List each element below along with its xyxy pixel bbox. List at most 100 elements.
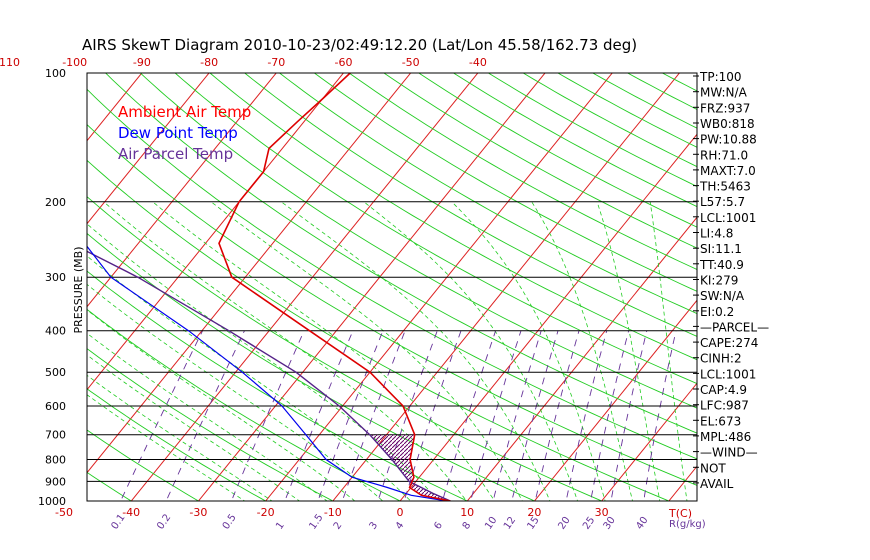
mixing-ratio-label: 20	[556, 515, 572, 532]
isotherm-line	[87, 73, 412, 474]
moist-adiabat-line	[281, 201, 551, 501]
moist-adiabat-line	[649, 201, 688, 501]
mixing-ratio-line	[511, 330, 559, 501]
top-temp-tick-label: -40	[469, 56, 487, 69]
mixing-ratio-label: 4	[394, 520, 407, 532]
moist-adiabat-line	[531, 201, 633, 501]
bottom-temp-tick-label: -40	[122, 506, 140, 519]
isotherm-line	[668, 465, 697, 501]
mixing-ratio-label: 3	[368, 520, 381, 532]
profile-lines	[87, 73, 451, 501]
mixing-ratio-line	[377, 330, 438, 501]
dry-adiabat-line	[174, 73, 697, 385]
dry-adiabat-line	[104, 73, 697, 434]
bottom-temp-tick-label: 10	[460, 506, 474, 519]
bottom-temp-unit: T(C)	[668, 507, 692, 520]
dry-adiabat-line	[0, 57, 78, 510]
moist-adiabat-line	[87, 332, 328, 501]
chart-title: AIRS SkewT Diagram 2010-10-23/02:49:12.2…	[82, 36, 637, 54]
bottom-temp-tick-label: -10	[324, 506, 342, 519]
stability-index-item: PW:10.88	[700, 133, 757, 147]
pressure-tick-label: 800	[45, 454, 66, 467]
y-axis-label: PRESSURE (MB)	[72, 247, 85, 334]
stability-index-item: LI:4.8	[700, 227, 733, 241]
top-temp-tick-label: -60	[335, 56, 353, 69]
cape-area	[369, 434, 451, 501]
stability-index-item: —PARCEL—	[700, 320, 769, 334]
bottom-temp-tick-label: -50	[55, 506, 73, 519]
stability-index-item: TH:5463	[699, 180, 751, 194]
top-temp-tick-label: -100	[62, 56, 87, 69]
bottom-temp-tick-label: -30	[189, 506, 207, 519]
stability-index-item: SW:N/A	[700, 289, 745, 303]
moist-adiabat-line	[363, 201, 579, 501]
stability-index-item: CAP:4.9	[700, 383, 747, 397]
mixing-ratio-label: 1	[274, 520, 287, 532]
moist-adiabat-line	[87, 374, 273, 501]
mixing-ratio-label: 0.2	[155, 512, 173, 531]
cape-hatch-area	[369, 434, 451, 501]
moist-adiabat-line	[87, 394, 246, 501]
pressure-tick-label: 500	[45, 366, 66, 379]
pressure-tick-label: 400	[45, 325, 66, 338]
mixing-ratio-label: 12	[502, 515, 518, 532]
stability-index-item: MAXT:7.0	[700, 164, 756, 178]
legend-ambient-air-temp: Ambient Air Temp	[118, 103, 251, 121]
stability-index-item: KI:279	[700, 274, 738, 288]
dry-adiabat-line	[383, 73, 697, 249]
stability-index-item: EI:0.2	[700, 305, 734, 319]
stability-index-item: FRZ:937	[700, 101, 750, 115]
top-temp-tick-label: -50	[402, 56, 420, 69]
isotherm-line	[87, 73, 277, 308]
pressure-ticks: 100 200 300 400 500 600 700 800 900 1000	[38, 67, 66, 508]
pressure-tick-label: 600	[45, 400, 66, 413]
pressure-tick-label: 200	[45, 196, 66, 209]
isotherm-line	[130, 73, 479, 501]
mixing-ratio-label: 0.5	[221, 512, 239, 531]
mixing-ratio-line	[590, 330, 630, 501]
mixing-ratio-line	[565, 330, 608, 501]
stability-index-item: AVAIL	[700, 477, 734, 491]
bottom-temp-tick-label: 0	[397, 506, 404, 519]
moist-adiabat-line	[87, 309, 356, 501]
stability-index-item: LCL:1001	[700, 211, 756, 225]
mixing-ratio-line	[284, 330, 354, 501]
stability-index-item: WB0:818	[700, 117, 755, 131]
bottom-temp-tick-label: -20	[257, 506, 275, 519]
dew-point-temp-line	[87, 245, 448, 501]
pressure-tick-label: 700	[45, 429, 66, 442]
top-temp-tick-label: -80	[200, 56, 218, 69]
pressure-tick-label: 900	[45, 475, 66, 488]
isotherm-line	[0, 53, 23, 510]
dry-adiabat-line	[452, 73, 697, 208]
stability-index-item: CAPE:274	[700, 336, 758, 350]
top-temp-tick-label: -90	[133, 56, 151, 69]
bottom-temp-ticks: -50 -40 -30 -20 -10 0 10 20 30	[55, 506, 609, 519]
moist-adiabat-line	[152, 201, 495, 501]
isotherm-line	[87, 73, 143, 142]
isotherm-line	[87, 73, 345, 391]
moist-adiabat-line	[87, 223, 440, 501]
mixing-ratio-label: 10	[483, 515, 499, 532]
mixing-ratio-line	[120, 330, 204, 501]
stability-index-item: LFC:987	[700, 399, 749, 413]
pressure-tick-label: 1000	[38, 495, 66, 508]
dry-adiabat-line	[313, 73, 697, 292]
isotherm-line	[197, 73, 546, 501]
stability-index-item: MPL:486	[700, 430, 751, 444]
mixing-ratio-unit: R(g/kg)	[669, 519, 706, 530]
plot-frame	[86, 72, 698, 502]
dry-adiabat-line	[487, 73, 697, 187]
stability-index-item: SI:11.1	[700, 242, 742, 256]
legend: Ambient Air Temp Dew Point Temp Air Parc…	[118, 103, 251, 163]
dry-adiabat-line	[348, 73, 697, 270]
isotherm-line	[332, 73, 681, 501]
dry-adiabat-line	[278, 73, 697, 315]
top-temp-tick-label: -110	[0, 56, 20, 69]
mixing-ratio-line	[441, 330, 497, 501]
dry-adiabat-line	[557, 73, 697, 148]
stability-index-item: LCL:1001	[700, 367, 756, 381]
air-parcel-temp-line	[87, 250, 451, 501]
mixing-ratio-line	[534, 330, 580, 501]
